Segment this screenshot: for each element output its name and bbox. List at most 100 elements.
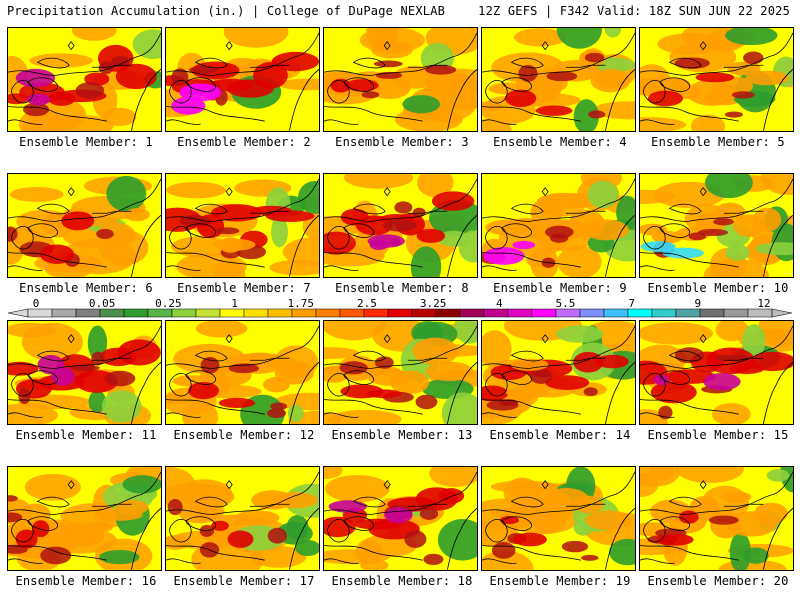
precip-contour: [486, 399, 519, 411]
precip-contour: [324, 321, 388, 341]
station-marker-icon: [383, 334, 391, 344]
ensemble-member-map: [639, 466, 794, 571]
precip-contour: [725, 244, 750, 261]
precip-contour: [556, 325, 604, 343]
map-boundary-line: [8, 558, 43, 564]
map-boundary-line: [482, 265, 517, 271]
ensemble-member-map: [165, 466, 320, 571]
precip-contour: [282, 237, 319, 267]
precip-contour: [742, 324, 766, 358]
map-boundary-line: [324, 412, 359, 418]
ensemble-member-map: [481, 27, 636, 132]
precip-contour: [171, 68, 189, 86]
colorbar-swatch: [507, 308, 533, 318]
map-boundary-line: [36, 350, 70, 362]
ensemble-member-label: Ensemble Member: 8: [335, 281, 469, 295]
map-boundary-line: [249, 357, 290, 361]
colorbar-tick-label: 9: [694, 297, 702, 310]
precip-contour: [458, 230, 477, 263]
map-boundary-line: [288, 214, 319, 277]
map-boundary-line: [604, 361, 635, 424]
precip-contour: [556, 28, 603, 49]
precip-contour: [657, 33, 724, 55]
map-boundary-line: [723, 210, 764, 214]
map-boundary-line: [8, 178, 161, 222]
precip-contour: [382, 219, 417, 232]
map-boundary-line: [482, 119, 517, 125]
precip-contour: [70, 364, 100, 372]
station-marker-icon: [541, 480, 549, 490]
precip-contour: [277, 78, 319, 91]
colorbar-swatch: [147, 308, 173, 318]
precip-contour: [82, 521, 113, 533]
map-boundary-line: [565, 357, 606, 361]
precip-contour: [343, 174, 414, 189]
colorbar-swatch: [75, 308, 101, 318]
colorbar-swatch: [291, 308, 317, 318]
colorbar-swatch: [699, 308, 725, 318]
colorbar-swatch: [315, 308, 341, 318]
precip-contour: [371, 41, 413, 59]
precip-contour: [270, 492, 318, 509]
precip-contour: [695, 72, 735, 83]
precip-contour: [743, 51, 764, 65]
map-boundary-line: [604, 214, 635, 277]
map-boundary-line: [166, 32, 319, 76]
precip-contour: [766, 469, 790, 482]
map-boundary-line: [324, 399, 423, 415]
precip-contour: [482, 385, 509, 402]
ensemble-member-label: Ensemble Member: 10: [647, 281, 789, 295]
precip-contour: [188, 381, 219, 400]
map-boundary-line: [352, 203, 386, 215]
precip-contour: [115, 63, 157, 90]
precip-contour: [330, 78, 351, 93]
precip-contour: [697, 228, 729, 236]
precip-contour: [419, 507, 439, 520]
precip-contour: [754, 502, 788, 524]
colorbar-tick-label: 12: [757, 297, 771, 310]
precip-contour: [518, 64, 538, 82]
map-boundary-line: [352, 350, 386, 362]
precip-contour: [270, 402, 288, 411]
map-boundary-line: [8, 252, 107, 268]
precip-contour: [441, 392, 477, 424]
map-boundary-line: [8, 119, 43, 125]
precip-contour: [32, 520, 50, 538]
map-boundary-line: [482, 178, 635, 222]
precip-contour: [374, 356, 394, 369]
precip-contour: [584, 52, 605, 63]
precip-contour: [361, 91, 380, 99]
map-boundary-line: [723, 357, 764, 361]
precip-contour: [546, 71, 578, 82]
precip-contour: [115, 500, 149, 515]
map-boundary-line: [352, 496, 386, 508]
station-marker-icon: [699, 187, 707, 197]
map-boundary-line: [482, 471, 635, 515]
colorbar-right-arrow: [771, 308, 793, 318]
map-boundary-line: [11, 519, 34, 543]
ensemble-member-map: [7, 173, 162, 278]
map-boundary-line: [166, 558, 201, 564]
map-boundary-line: [501, 370, 532, 385]
precip-contour: [345, 79, 379, 92]
map-boundary-line: [166, 106, 265, 122]
map-boundary-line: [501, 223, 532, 238]
precip-contour: [176, 479, 233, 508]
map-boundary-line: [643, 519, 666, 543]
precip-contour: [678, 510, 699, 524]
precip-contour: [234, 510, 280, 526]
precip-contour: [9, 186, 64, 202]
ensemble-member-label: Ensemble Member: 4: [493, 135, 627, 149]
station-marker-icon: [67, 334, 75, 344]
precip-contour: [725, 28, 778, 46]
precip-contour: [425, 64, 457, 75]
precip-contour: [425, 71, 472, 89]
precip-contour: [653, 374, 670, 386]
ensemble-member-map: [481, 173, 636, 278]
precip-contour: [482, 119, 512, 131]
precip-contour: [171, 96, 206, 115]
map-boundary-line: [166, 265, 201, 271]
precip-contour: [24, 473, 81, 501]
ensemble-member-map: [323, 320, 478, 425]
precip-contour: [166, 181, 227, 199]
